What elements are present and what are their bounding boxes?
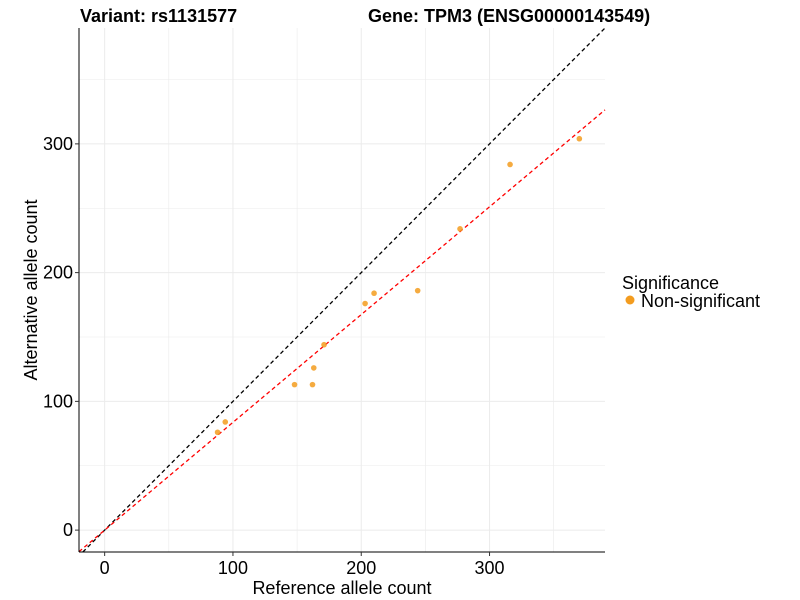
identity-line — [82, 27, 606, 553]
legend-swatch-non-significant — [625, 295, 635, 305]
x-axis-title: Reference allele count — [252, 578, 431, 598]
legend-title: Significance — [622, 273, 719, 293]
data-point — [309, 381, 316, 388]
y-tick-label: 100 — [43, 391, 73, 411]
y-tick-label: 0 — [63, 520, 73, 540]
data-point — [214, 429, 221, 436]
data-point — [414, 287, 421, 294]
x-tick-label: 300 — [475, 558, 505, 578]
ticks: 0 100 200 300 0 100 200 300 — [43, 134, 505, 578]
data-point — [371, 290, 377, 297]
data-point — [507, 161, 513, 168]
y-tick-label: 300 — [43, 134, 73, 154]
y-axis-title: Alternative allele count — [21, 199, 41, 380]
axes — [78, 28, 605, 553]
fit-line — [78, 109, 606, 553]
x-tick-label: 200 — [346, 558, 376, 578]
data-point — [576, 135, 583, 142]
x-tick-label: 100 — [218, 558, 248, 578]
chart-title-gene: Gene: TPM3 (ENSG00000143549) — [368, 6, 650, 26]
data-point — [362, 300, 368, 307]
grid — [79, 28, 605, 552]
data-point — [457, 226, 463, 232]
data-point — [321, 341, 327, 348]
y-tick-label: 200 — [43, 263, 73, 283]
data-point — [222, 419, 229, 425]
reference-lines — [78, 27, 606, 553]
data-points — [214, 135, 583, 436]
x-tick-label: 0 — [100, 558, 110, 578]
legend-label-non-significant: Non-significant — [641, 291, 760, 311]
chart-title-variant: Variant: rs1131577 — [80, 6, 237, 26]
legend: Significance Non-significant — [622, 273, 760, 311]
data-point — [310, 365, 317, 371]
data-point — [291, 381, 298, 388]
